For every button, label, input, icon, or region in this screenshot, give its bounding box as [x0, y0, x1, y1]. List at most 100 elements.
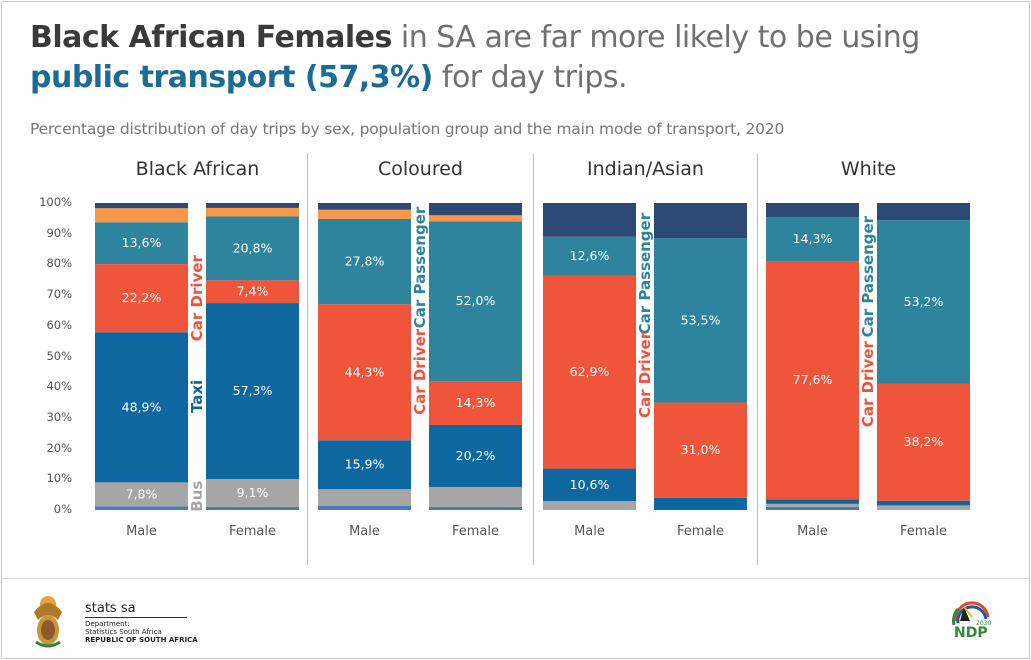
segment-value-label: 62,9%	[570, 364, 610, 379]
bar-segment-taxi	[654, 497, 747, 510]
logo-rule	[85, 617, 187, 618]
dept-line-2: Statistics South Africa	[85, 628, 162, 636]
segment-value-label: 53,5%	[681, 312, 721, 327]
bar-segment-other	[206, 203, 299, 208]
bar-segment-taxi	[429, 424, 522, 487]
bar-segment-taxi	[206, 303, 299, 479]
segment-value-label: 9,1%	[237, 485, 269, 500]
ndp-year: 2030	[976, 620, 991, 627]
y-tick-label: 50%	[46, 348, 72, 363]
bar-segment-other	[543, 203, 636, 237]
bar-segment-bus	[766, 503, 859, 507]
segment-value-label: 31,0%	[681, 442, 721, 457]
segment-value-label: 20,2%	[456, 448, 496, 463]
segment-value-label: 38,2%	[904, 434, 944, 449]
bar-segment-bus	[318, 489, 411, 507]
y-tick-label: 10%	[46, 471, 72, 486]
bar-segment-car-passenger	[429, 221, 522, 382]
segment-value-label: 57,3%	[233, 383, 273, 398]
headline: Black African Females in SA are far more…	[30, 18, 1020, 98]
bar-segment-bus	[429, 486, 522, 507]
x-axis-label: Female	[900, 524, 947, 539]
bar-segment-walking	[206, 207, 299, 217]
y-tick-label: 100%	[39, 195, 72, 209]
bar-segment-bus	[206, 478, 299, 507]
mode-label-bus: Bus	[188, 481, 206, 512]
bar-segment-car-driver	[206, 280, 299, 304]
mode-label-taxi: Taxi	[188, 380, 206, 413]
mode-label-car-passenger: Car Passenger	[411, 206, 429, 328]
segment-value-label: 13,6%	[122, 235, 162, 250]
group-divider	[307, 153, 308, 565]
bar-segment-walking	[429, 215, 522, 222]
chart-subtitle: Percentage distribution of day trips by …	[30, 120, 785, 138]
bar-segment-other	[318, 203, 411, 210]
bar-segment-car-passenger	[95, 222, 188, 265]
department-text: Department: Statistics South Africa REPU…	[85, 620, 198, 644]
bar-segment-taxi	[318, 440, 411, 490]
segment-value-label: 44,3%	[345, 364, 385, 379]
y-tick-label: 0%	[53, 502, 72, 516]
bar-segment-car-passenger	[543, 236, 636, 276]
y-tick-label: 70%	[46, 287, 72, 302]
headline-accent: public transport (57,3%)	[30, 60, 433, 95]
bar-segment-bus	[95, 482, 188, 507]
bar-segment-taxi	[766, 499, 859, 504]
mode-label-car-driver: Car Driver	[636, 331, 654, 418]
bar-segment-car-passenger	[766, 217, 859, 262]
segment-value-label: 27,8%	[345, 254, 385, 269]
headline-text: in SA are far more likely to be using	[391, 20, 920, 55]
headline-bold: Black African Females	[30, 20, 392, 55]
bar-segment-other	[429, 203, 522, 216]
y-tick-label: 20%	[46, 440, 72, 455]
segment-value-label: 14,3%	[793, 231, 833, 246]
bar-segment-train	[206, 506, 299, 510]
y-tick-label: 30%	[46, 409, 72, 424]
bar-segment-car-driver	[429, 381, 522, 425]
bar-segment-bus	[877, 505, 970, 510]
segment-value-label: 12,6%	[570, 248, 610, 263]
bar-segment-car-driver	[766, 261, 859, 500]
footer-divider	[2, 578, 1029, 579]
mode-label-car-driver: Car Driver	[411, 328, 429, 415]
group-title-coloured: Coloured	[378, 158, 463, 180]
segment-value-label: 7,4%	[237, 284, 269, 299]
x-axis-label: Male	[126, 524, 157, 539]
bar-segment-car-driver	[318, 304, 411, 441]
bar-segment-car-passenger	[318, 218, 411, 305]
x-axis-label: Female	[229, 524, 276, 539]
bar-segment-car-driver	[95, 264, 188, 333]
bar-segment-taxi	[95, 332, 188, 483]
x-axis-label: Male	[349, 524, 380, 539]
segment-value-label: 10,6%	[570, 477, 610, 492]
bar-segment-other	[877, 203, 970, 221]
y-tick-label: 60%	[46, 317, 72, 332]
segment-value-label: 77,6%	[793, 372, 833, 387]
bar-segment-train	[766, 506, 859, 510]
bar-segment-car-passenger	[654, 238, 747, 403]
bar-segment-walking	[95, 208, 188, 223]
segment-value-label: 20,8%	[233, 240, 273, 255]
ndp-2030-logo-icon: 2030 NDP	[952, 601, 991, 639]
mode-label-car-passenger: Car Passenger	[859, 215, 877, 337]
bar-segment-walking	[318, 209, 411, 219]
dept-line-1: Department:	[85, 620, 130, 628]
y-tick-label: 40%	[46, 379, 72, 394]
mode-label-car-driver: Car Driver	[859, 340, 877, 427]
coat-of-arms-icon	[34, 596, 62, 648]
bar-segment-other	[95, 203, 188, 209]
x-axis-label: Male	[574, 524, 605, 539]
segment-value-label: 52,0%	[456, 293, 496, 308]
bar-segment-bus	[543, 501, 636, 510]
x-axis-label: Female	[677, 524, 724, 539]
segment-value-label: 53,2%	[904, 294, 944, 309]
bar-segment-car-driver	[877, 383, 970, 501]
bar-segment-taxi	[877, 500, 970, 506]
bar-segment-taxi	[543, 468, 636, 502]
bar-segment-train	[318, 506, 411, 510]
segment-value-label: 48,9%	[122, 399, 162, 414]
group-title-white: White	[840, 158, 897, 180]
x-axis-label: Male	[797, 524, 828, 539]
